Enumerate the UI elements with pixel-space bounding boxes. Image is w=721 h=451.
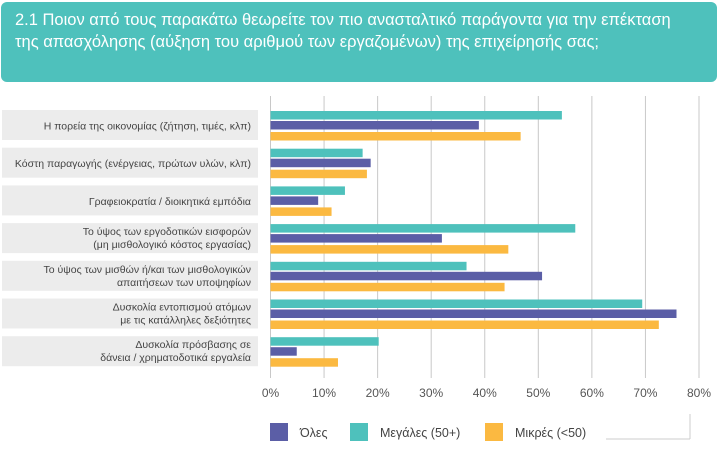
category-label: Η πορεία της οικονομίας (ζήτηση, τιμές, … bbox=[44, 121, 251, 133]
category-label-box bbox=[2, 336, 258, 367]
bar-large bbox=[270, 337, 379, 346]
category-label-box bbox=[2, 185, 258, 216]
x-tick-label: 60% bbox=[580, 386, 604, 400]
bar-large bbox=[270, 299, 643, 308]
category-label: Κόστη παραγωγής (ενέργειας, πρώτων υλών,… bbox=[15, 158, 251, 170]
x-tick-label: 20% bbox=[366, 386, 390, 400]
question-header: 2.1 Ποιον από τους παρακάτω θεωρείτε τον… bbox=[1, 2, 717, 82]
bar-small bbox=[270, 132, 521, 141]
bar-all bbox=[270, 271, 543, 281]
category-label: Γραφειοκρατία / διοικητικά εμπόδια bbox=[89, 196, 251, 208]
x-tick-label: 50% bbox=[526, 386, 550, 400]
x-tick-label: 70% bbox=[633, 386, 657, 400]
category-label-box bbox=[2, 298, 258, 329]
legend-label-small: Μικρές (<50) bbox=[515, 426, 586, 440]
bar-small bbox=[270, 282, 505, 292]
legend-swatch-large bbox=[350, 423, 368, 441]
x-tick-label: 10% bbox=[312, 386, 336, 400]
legend-label-all: Όλες bbox=[299, 426, 328, 440]
x-tick-label: 0% bbox=[262, 386, 280, 400]
category-label-box bbox=[2, 223, 258, 254]
bar-small bbox=[270, 358, 338, 367]
category-label: Το ύψος των εργοδοτικών εισφορών bbox=[83, 226, 251, 238]
bar-large bbox=[270, 148, 363, 158]
legend-swatch-small bbox=[485, 423, 503, 441]
bar-small bbox=[270, 169, 367, 179]
bar-small bbox=[270, 207, 332, 216]
category-label: με τις κατάλληλες δεξιότητες bbox=[120, 315, 251, 327]
bar-all bbox=[270, 347, 297, 356]
category-label-box bbox=[2, 260, 258, 291]
category-label-box bbox=[2, 110, 258, 140]
x-tick-label: 80% bbox=[687, 386, 711, 400]
bar-all bbox=[270, 121, 479, 130]
category-label: Δυσκολία πρόσβασης σε bbox=[135, 339, 251, 351]
x-tick-label: 30% bbox=[419, 386, 443, 400]
bar-all bbox=[270, 196, 319, 205]
bar-all bbox=[270, 158, 371, 168]
bar-large bbox=[270, 224, 576, 233]
bar-large bbox=[270, 111, 562, 120]
x-tick-label: 40% bbox=[473, 386, 497, 400]
question-title: 2.1 Ποιον από τους παρακάτω θεωρείτε τον… bbox=[15, 11, 671, 51]
category-label: Το ύψος των μισθών ή/και των μισθολογικώ… bbox=[44, 264, 251, 276]
category-label-box bbox=[2, 147, 258, 178]
bar-large bbox=[270, 261, 467, 271]
category-label: απαιτήσεων των υποψηφίων bbox=[117, 277, 251, 289]
bar-small bbox=[270, 245, 509, 254]
category-label: δάνεια / χρηματοδοτικά εργαλεία bbox=[100, 352, 251, 364]
bar-all bbox=[270, 234, 442, 243]
category-label: Δυσκολία εντοπισμού ατόμων bbox=[113, 302, 251, 314]
bar-small bbox=[270, 320, 659, 329]
legend-swatch-all bbox=[270, 423, 288, 441]
bar-all bbox=[270, 309, 677, 318]
category-label: (μη μισθολογικό κόστος εργασίας) bbox=[93, 239, 251, 251]
bar-large bbox=[270, 186, 345, 195]
legend-label-large: Μεγάλες (50+) bbox=[380, 426, 460, 440]
